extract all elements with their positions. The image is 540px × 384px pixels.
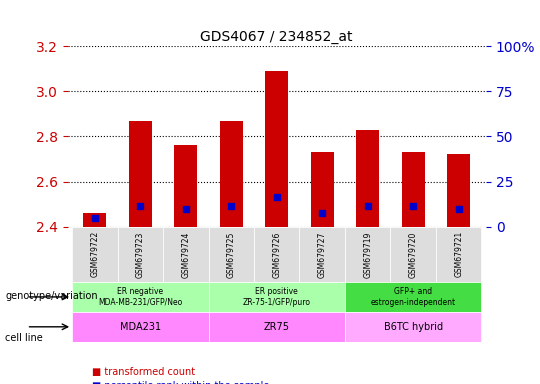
FancyBboxPatch shape xyxy=(72,282,208,312)
Text: ZR75: ZR75 xyxy=(264,322,290,332)
FancyBboxPatch shape xyxy=(208,312,345,342)
Bar xyxy=(311,152,334,227)
Bar xyxy=(83,213,106,227)
Text: ER negative
MDA-MB-231/GFP/Neo: ER negative MDA-MB-231/GFP/Neo xyxy=(98,287,183,306)
Text: cell line: cell line xyxy=(5,333,43,343)
FancyBboxPatch shape xyxy=(345,282,482,312)
Title: GDS4067 / 234852_at: GDS4067 / 234852_at xyxy=(200,30,353,44)
Bar xyxy=(220,121,242,227)
Text: GFP+ and
estrogen-independent: GFP+ and estrogen-independent xyxy=(370,287,456,306)
Bar xyxy=(129,121,152,227)
Text: B6TC hybrid: B6TC hybrid xyxy=(383,322,443,332)
Text: GSM679727: GSM679727 xyxy=(318,231,327,278)
FancyBboxPatch shape xyxy=(300,227,345,282)
Text: GSM679726: GSM679726 xyxy=(272,231,281,278)
FancyBboxPatch shape xyxy=(345,227,390,282)
FancyBboxPatch shape xyxy=(436,227,482,282)
FancyBboxPatch shape xyxy=(390,227,436,282)
FancyBboxPatch shape xyxy=(254,227,300,282)
FancyBboxPatch shape xyxy=(345,312,482,342)
Text: MDA231: MDA231 xyxy=(120,322,161,332)
Text: GSM679722: GSM679722 xyxy=(90,231,99,278)
FancyBboxPatch shape xyxy=(208,227,254,282)
FancyBboxPatch shape xyxy=(72,312,208,342)
Text: GSM679719: GSM679719 xyxy=(363,231,372,278)
Text: genotype/variation: genotype/variation xyxy=(5,291,98,301)
Bar xyxy=(356,130,379,227)
Text: GSM679720: GSM679720 xyxy=(409,231,418,278)
FancyBboxPatch shape xyxy=(72,227,118,282)
Bar xyxy=(174,146,197,227)
FancyBboxPatch shape xyxy=(208,282,345,312)
Text: GSM679721: GSM679721 xyxy=(454,231,463,278)
Bar xyxy=(402,152,424,227)
FancyBboxPatch shape xyxy=(118,227,163,282)
Text: ■ transformed count: ■ transformed count xyxy=(92,367,195,377)
Bar xyxy=(447,154,470,227)
Text: GSM679724: GSM679724 xyxy=(181,231,190,278)
Text: ■ percentile rank within the sample: ■ percentile rank within the sample xyxy=(92,381,269,384)
Text: GSM679725: GSM679725 xyxy=(227,231,236,278)
Text: ER positive
ZR-75-1/GFP/puro: ER positive ZR-75-1/GFP/puro xyxy=(243,287,310,306)
FancyBboxPatch shape xyxy=(163,227,208,282)
Bar xyxy=(265,71,288,227)
Text: GSM679723: GSM679723 xyxy=(136,231,145,278)
